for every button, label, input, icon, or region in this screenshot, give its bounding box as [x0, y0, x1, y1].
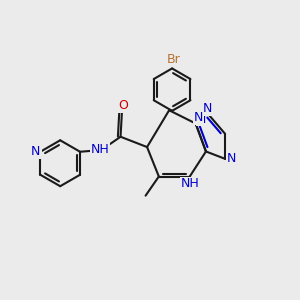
Text: NH: NH — [180, 177, 199, 190]
Text: O: O — [118, 99, 128, 112]
Text: N: N — [196, 112, 206, 126]
Text: Br: Br — [167, 52, 180, 65]
Text: N: N — [194, 111, 203, 124]
Text: N: N — [226, 152, 236, 165]
Text: NH: NH — [91, 143, 109, 157]
Text: N: N — [203, 102, 212, 115]
Text: N: N — [31, 145, 40, 158]
